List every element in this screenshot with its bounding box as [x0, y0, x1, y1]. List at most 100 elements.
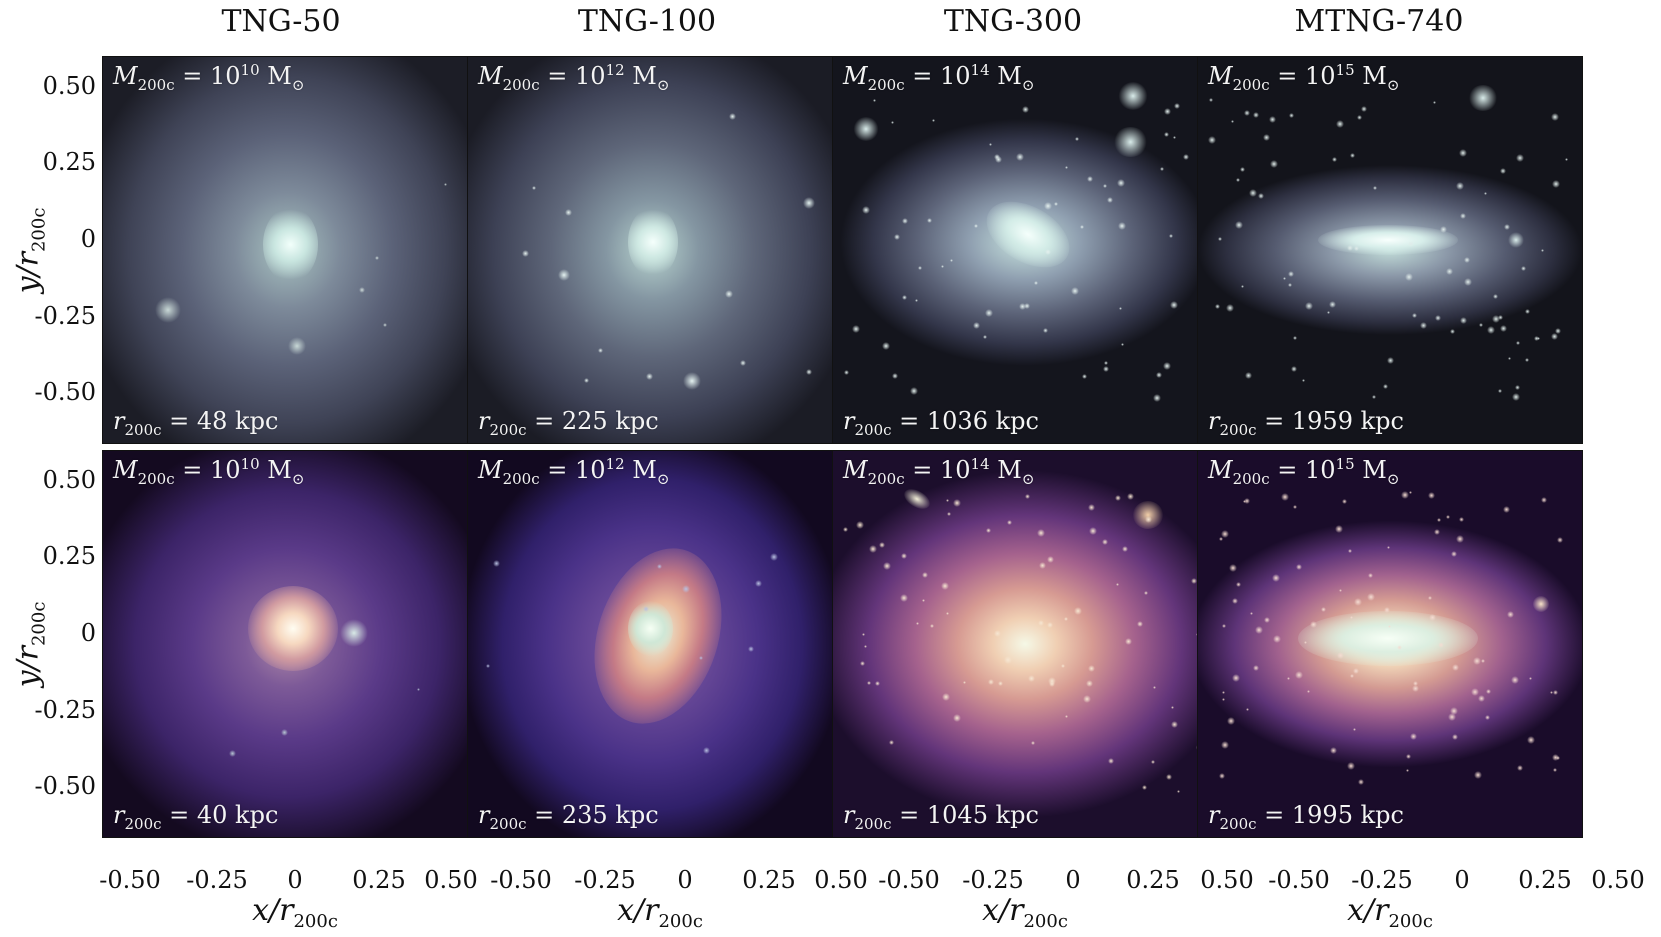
point-source: [947, 512, 951, 516]
point-source: [1229, 564, 1237, 572]
point-source: [1024, 303, 1030, 309]
point-source: [1171, 706, 1174, 709]
point-source: [1321, 607, 1326, 612]
point-source: [1170, 301, 1178, 309]
point-source: [1551, 113, 1559, 121]
point-source: [930, 624, 934, 628]
subhalo: [558, 269, 570, 281]
point-source: [1160, 167, 1164, 171]
point-source: [1219, 773, 1225, 779]
point-source: [1383, 384, 1388, 389]
point-source: [1387, 546, 1390, 549]
subhalo: [853, 117, 879, 141]
ytick-label: 0: [80, 225, 96, 253]
mass-label: M200c = 1012 M⊙: [478, 61, 670, 94]
point-source: [703, 747, 710, 754]
point-source: [1253, 665, 1259, 671]
mass-label: M200c = 1014 M⊙: [843, 61, 1035, 94]
point-source: [1516, 341, 1520, 345]
point-source: [1459, 149, 1467, 157]
point-source: [844, 370, 849, 375]
point-source: [1173, 136, 1176, 139]
point-source: [1420, 322, 1427, 329]
panel-stars-tng300: M200c = 1014 M⊙ r200c = 1045 kpc: [832, 450, 1218, 838]
point-source: [1288, 283, 1292, 287]
point-source: [953, 714, 961, 722]
point-source: [748, 646, 754, 652]
point-source: [892, 373, 898, 379]
point-source: [927, 218, 932, 223]
point-source: [1335, 525, 1343, 533]
point-source: [1508, 357, 1511, 360]
point-source: [950, 259, 953, 262]
point-source: [1350, 616, 1353, 619]
point-source: [1388, 625, 1391, 628]
ytick-label: 0.50: [42, 72, 96, 100]
point-source: [1117, 179, 1125, 187]
point-source: [1456, 535, 1464, 543]
mass-label: M200c = 1012 M⊙: [478, 455, 670, 488]
point-source: [1255, 626, 1263, 634]
point-source: [1305, 302, 1313, 310]
point-source: [1552, 180, 1560, 188]
radius-label: r200c = 1036 kpc: [843, 407, 1039, 439]
point-source: [1481, 659, 1485, 663]
point-source: [1086, 680, 1093, 687]
point-source: [901, 553, 907, 559]
point-source: [1038, 620, 1044, 626]
point-source: [1553, 768, 1557, 772]
xtick-label: 0.25: [742, 866, 796, 894]
panel-dm-tng50: M200c = 1010 M⊙ r200c = 48 kpc: [102, 56, 488, 444]
point-source: [1108, 758, 1114, 764]
point-source: [1464, 257, 1470, 263]
point-source: [843, 527, 848, 532]
mass-label: M200c = 1010 M⊙: [113, 61, 305, 94]
radius-label: r200c = 235 kpc: [478, 801, 659, 833]
point-source: [994, 154, 1000, 160]
point-source: [1043, 328, 1048, 333]
xtick-label: 0: [287, 866, 303, 894]
x-axis-label: x/r200c: [617, 893, 703, 932]
panel-dm-tng300: M200c = 1014 M⊙ r200c = 1036 kpc: [832, 56, 1218, 444]
point-source: [1045, 249, 1051, 255]
ytick-label: 0: [80, 619, 96, 647]
point-source: [1397, 645, 1402, 650]
panel-dm-tng100: M200c = 1012 M⊙ r200c = 225 kpc: [467, 56, 853, 444]
xtick-label: -0.25: [962, 866, 1024, 894]
point-source: [1357, 115, 1362, 120]
point-source: [281, 729, 288, 736]
point-source: [1525, 358, 1529, 362]
point-source: [1122, 546, 1128, 552]
point-source: [1080, 225, 1084, 229]
point-source: [1553, 690, 1558, 695]
xtick-label: 0: [1454, 866, 1470, 894]
point-source: [1065, 166, 1068, 169]
point-source: [902, 218, 908, 224]
point-source: [891, 121, 894, 124]
point-source: [998, 681, 1003, 686]
point-source: [1118, 222, 1126, 230]
point-source: [1232, 674, 1240, 682]
subhalo: [1468, 85, 1498, 111]
halo-core: [1318, 225, 1458, 255]
point-source: [1047, 556, 1054, 563]
point-source: [1367, 593, 1375, 601]
point-source: [806, 369, 812, 375]
subhalo: [288, 337, 306, 355]
point-source: [682, 585, 690, 593]
point-source: [1087, 176, 1093, 182]
point-source: [1452, 664, 1459, 671]
point-source: [1450, 707, 1458, 715]
subhalo: [683, 372, 701, 390]
point-source: [1460, 213, 1466, 219]
point-source: [873, 99, 876, 102]
ytick-label: 0.25: [42, 542, 96, 570]
xtick-label: 0: [1065, 866, 1081, 894]
point-source: [1295, 671, 1303, 679]
point-source: [1246, 708, 1249, 711]
point-source: [1527, 736, 1535, 744]
point-source: [1281, 493, 1289, 501]
point-source: [1492, 315, 1500, 323]
xtick-label: -0.25: [1351, 866, 1413, 894]
point-source: [1044, 202, 1052, 210]
